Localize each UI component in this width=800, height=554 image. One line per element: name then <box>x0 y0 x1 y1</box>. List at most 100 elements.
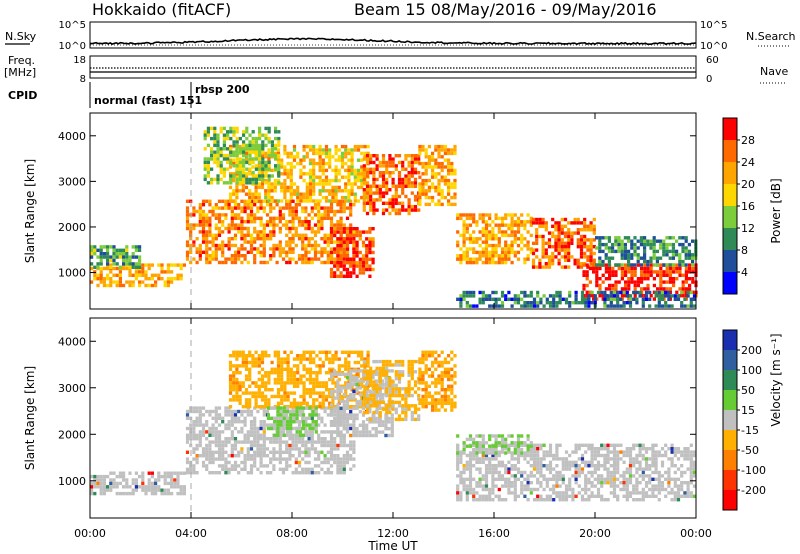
scatter-cell <box>513 237 517 241</box>
scatter-cell <box>308 388 313 392</box>
scatter-cell <box>134 255 138 259</box>
scatter-cell <box>228 377 233 382</box>
scatter-cell <box>611 270 615 274</box>
scatter-cell <box>189 437 193 441</box>
scatter-cell <box>692 294 697 298</box>
scatter-cell <box>646 270 650 274</box>
scatter-cell <box>437 391 441 395</box>
scatter-cell <box>620 294 624 298</box>
scatter-cell <box>211 254 215 258</box>
scatter-cell <box>545 301 549 305</box>
scatter-cell <box>302 388 306 392</box>
scatter-cell <box>214 420 218 424</box>
scatter-cell <box>385 177 389 182</box>
scatter-cell <box>291 257 295 261</box>
scatter-cell <box>378 387 382 391</box>
scatter-cell <box>459 297 463 301</box>
scatter-cell <box>285 220 289 224</box>
scatter-cell <box>462 250 466 255</box>
scatter-cell <box>259 420 263 424</box>
scatter-cell <box>443 388 447 392</box>
scatter-cell <box>112 478 116 482</box>
scatter-cell <box>90 491 94 496</box>
scatter-cell <box>620 266 624 271</box>
scatter-cell <box>563 265 568 269</box>
scatter-cell <box>312 165 316 169</box>
scatter-cell <box>500 250 505 255</box>
scatter-cell <box>246 440 250 444</box>
scatter-cell <box>374 379 378 383</box>
scatter-cell <box>249 250 254 254</box>
scatter-cell <box>289 155 293 159</box>
scatter-cell <box>686 304 690 308</box>
scatter-cell <box>592 228 596 232</box>
scatter-cell <box>620 277 624 281</box>
scatter-cell <box>484 257 489 261</box>
scatter-cell <box>312 350 316 354</box>
scatter-cell <box>138 248 142 252</box>
scatter-cell <box>434 144 438 149</box>
scatter-cell <box>312 144 316 149</box>
scatter-cell <box>620 242 624 247</box>
scatter-cell <box>450 151 454 156</box>
scatter-cell <box>195 406 199 410</box>
scatter-cell <box>217 247 222 251</box>
scatter-cell <box>434 398 438 402</box>
scatter-cell <box>362 198 366 202</box>
scatter-cell <box>249 443 254 448</box>
scatter-cell <box>535 221 539 225</box>
scatter-cell <box>157 485 161 489</box>
scatter-cell <box>221 457 225 461</box>
scatter-cell <box>659 266 663 271</box>
scatter-cell <box>538 234 542 239</box>
scatter-cell <box>305 357 309 361</box>
scatter-cell <box>328 371 332 375</box>
scatter-cell <box>305 371 309 375</box>
scatter-cell <box>608 287 612 291</box>
scatter-cell <box>381 171 386 175</box>
scatter-cell <box>296 195 300 200</box>
scatter-cell <box>349 213 353 217</box>
scatter-cell <box>308 199 313 203</box>
scatter-cell <box>337 357 341 361</box>
scatter-cell <box>336 203 340 207</box>
scatter-cell <box>624 294 628 298</box>
scatter-cell <box>333 213 337 217</box>
scatter-cell <box>291 220 295 224</box>
scatter-cell <box>563 217 568 222</box>
scatter-cell <box>267 140 271 144</box>
scatter-cell <box>640 270 644 274</box>
scatter-cell <box>593 297 597 301</box>
scatter-cell <box>228 384 233 388</box>
scatter-cell <box>355 247 359 251</box>
scatter-cell <box>352 413 356 417</box>
scatter-cell <box>251 170 255 175</box>
scatter-cell <box>261 133 265 137</box>
scatter-cell <box>131 255 135 259</box>
scatter-cell <box>668 263 672 267</box>
scatter-cell <box>318 401 322 405</box>
scatter-cell <box>640 287 644 291</box>
scatter-cell <box>614 273 618 277</box>
scatter-cell <box>378 410 382 415</box>
freq-label-line1: Freq. <box>8 54 35 67</box>
scatter-cell <box>259 426 263 431</box>
scatter-cell <box>264 155 268 159</box>
scatter-cell <box>589 251 593 256</box>
scatter-cell <box>394 400 398 405</box>
scatter-cell <box>488 297 492 301</box>
scatter-cell <box>292 384 297 388</box>
scatter-cell <box>353 168 357 173</box>
scatter-cell <box>317 457 321 461</box>
scatter-cell <box>240 426 244 431</box>
scatter-cell <box>340 144 345 149</box>
scatter-cell <box>385 380 389 384</box>
scatter-cell <box>326 257 330 261</box>
scatter-cell <box>552 294 556 298</box>
scatter-cell <box>211 233 215 237</box>
scatter-cell <box>342 413 346 417</box>
scatter-cell <box>302 350 306 354</box>
scatter-cell <box>276 374 281 378</box>
scatter-cell <box>459 294 463 298</box>
scatter-cell <box>154 273 158 277</box>
